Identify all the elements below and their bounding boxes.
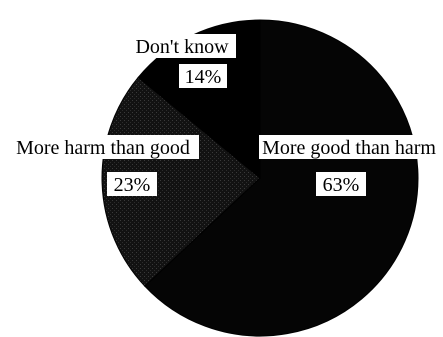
label-box xyxy=(107,172,157,196)
slice-more-good-than-harm xyxy=(144,19,419,337)
value-more-harm: 23% xyxy=(107,172,157,196)
value-more-good: 63% xyxy=(316,172,366,196)
label-box xyxy=(316,172,366,196)
label-dont-know: Don't know xyxy=(128,34,236,58)
slice-more-harm-than-good xyxy=(101,76,261,287)
value-dont-know: 14% xyxy=(179,64,227,88)
slice-label-more-harm: More harm than good xyxy=(16,137,190,159)
slice-label-more-good: More good than harm xyxy=(262,137,436,159)
label-box xyxy=(128,34,236,58)
label-box xyxy=(179,64,227,88)
slice-value-dont-know: 14% xyxy=(185,66,222,88)
label-more-good: More good than harm xyxy=(259,135,440,159)
slice-value-more-harm: 23% xyxy=(114,174,151,196)
label-box xyxy=(259,135,440,159)
label-box xyxy=(7,135,199,159)
slice-value-more-good: 63% xyxy=(323,174,360,196)
label-more-harm: More harm than good xyxy=(7,135,199,159)
slice-label-dont-know: Don't know xyxy=(135,36,229,58)
